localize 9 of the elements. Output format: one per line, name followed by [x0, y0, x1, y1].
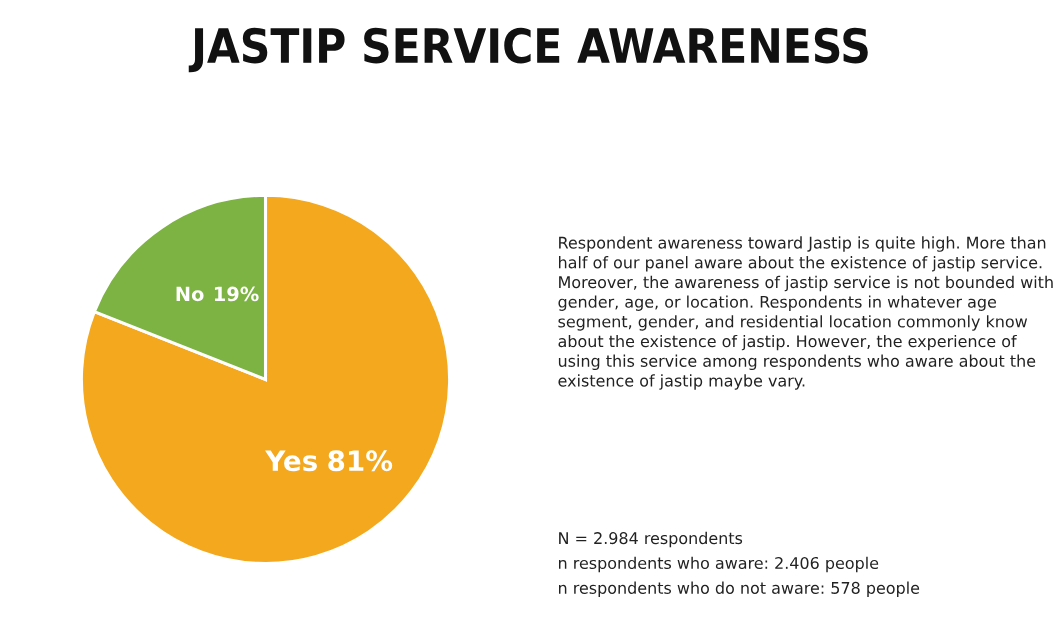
text: n respondents who aware: 2.406 people	[559, 556, 879, 573]
text: n respondents who do not aware: 578 people	[559, 581, 920, 598]
chart-title: JASTIP SERVICE AWARENESS	[188, 27, 868, 73]
data-label: 81%	[328, 450, 393, 472]
data-label: 19%	[214, 286, 259, 302]
slice-label: Yes	[265, 450, 317, 472]
text: N = 2.984 respondents	[559, 531, 743, 548]
text: Respondent awareness toward Jastip is quite high. More than half of our panel aware about the existence of jastip service. Moreover, the awareness of jastip service is not bounded with gender, age, or location. Respondents in whatever age segment, gender, and residential location commonly know about the existence of jastip. However, the experience of using this service among respondents who aware about the existence of jastip maybe vary.	[558, 236, 1053, 390]
slice-label: No	[176, 286, 204, 302]
